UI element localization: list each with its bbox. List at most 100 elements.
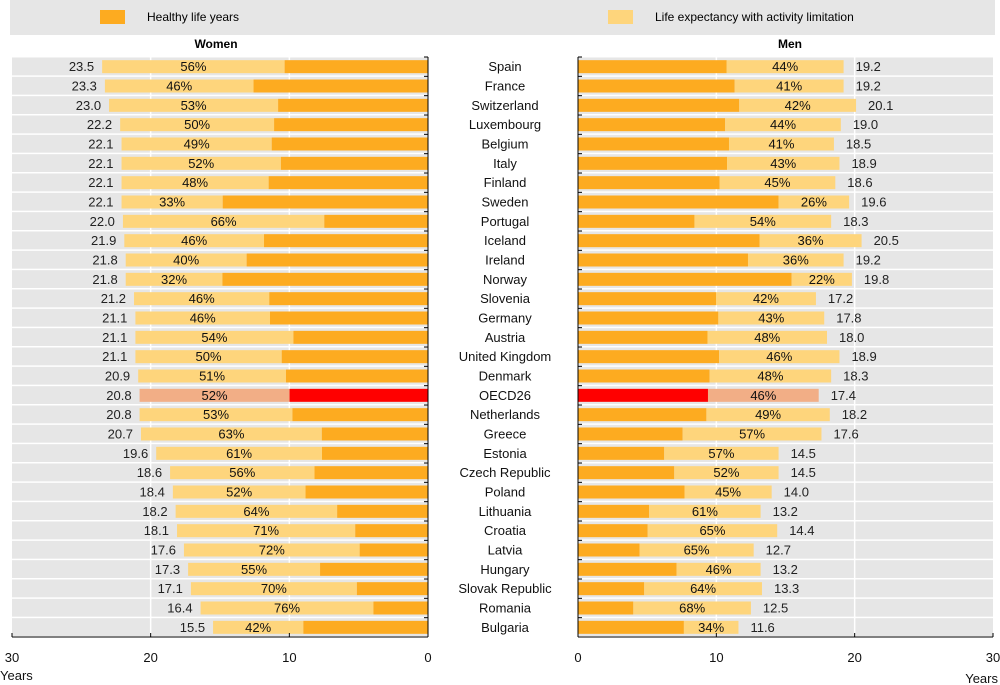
women-total-label: 18.2: [142, 504, 167, 519]
women-pct-label: 46%: [166, 79, 192, 94]
men-limitation-bar: [674, 466, 779, 480]
men-limitation-bar: [644, 582, 762, 596]
women-healthy-bar: [274, 118, 428, 132]
men-healthy-bar: [578, 620, 684, 634]
men-limitation-bar: [716, 292, 816, 306]
men-limitation-bar: [725, 118, 841, 132]
men-healthy-bar: [578, 60, 727, 74]
women-healthy-bar: [222, 272, 428, 286]
women-healthy-bar: [359, 543, 428, 557]
women-pct-label: 53%: [181, 98, 207, 113]
women-limitation-bar: [175, 504, 338, 518]
women-x-tick-label: 30: [5, 650, 19, 665]
men-limitation-bar: [684, 485, 772, 499]
women-limitation-bar: [125, 253, 247, 267]
women-pct-label: 55%: [241, 562, 267, 577]
men-limitation-bar: [719, 350, 840, 364]
women-total-label: 19.6: [123, 446, 148, 461]
men-healthy-bar: [578, 369, 710, 383]
women-healthy-bar: [246, 253, 428, 267]
women-limitation-bar: [139, 388, 290, 402]
men-total-label: 17.8: [836, 311, 861, 326]
women-healthy-bar: [280, 156, 428, 170]
men-healthy-bar: [578, 156, 728, 170]
men-limitation-bar: [718, 311, 825, 325]
men-x-tick-label: 30: [986, 650, 1000, 665]
men-limitation-bar: [739, 98, 857, 112]
men-pct-label: 48%: [754, 330, 780, 345]
men-pct-label: 26%: [801, 195, 827, 210]
country-label: Slovak Republic: [458, 581, 552, 596]
men-total-label: 18.2: [842, 407, 867, 422]
women-limitation-bar: [190, 582, 357, 596]
women-limitation-bar: [135, 330, 294, 344]
women-healthy-bar: [278, 98, 428, 112]
women-pct-label: 72%: [259, 543, 285, 558]
women-pct-label: 76%: [274, 601, 300, 616]
men-healthy-bar: [578, 388, 708, 402]
women-pct-label: 56%: [180, 59, 206, 74]
men-limitation-bar: [647, 524, 778, 538]
women-total-label: 21.1: [102, 349, 127, 364]
women-total-label: 20.8: [106, 407, 131, 422]
men-limitation-bar: [682, 427, 822, 441]
women-limitation-bar: [188, 562, 321, 576]
women-pct-label: 52%: [226, 485, 252, 500]
men-total-label: 11.6: [750, 620, 774, 635]
women-pct-label: 56%: [229, 465, 255, 480]
men-total-label: 18.9: [851, 156, 876, 171]
men-pct-label: 46%: [750, 388, 776, 403]
men-pct-label: 49%: [755, 407, 781, 422]
country-label: Lithuania: [479, 504, 533, 519]
men-healthy-bar: [578, 446, 665, 460]
women-healthy-bar: [289, 388, 428, 402]
country-label: United Kingdom: [459, 349, 552, 364]
legend-item-healthy: Healthy life years: [100, 7, 239, 27]
women-pct-label: 54%: [201, 330, 227, 345]
men-healthy-bar: [578, 524, 648, 538]
women-limitation-bar: [183, 543, 360, 557]
women-pct-label: 51%: [199, 369, 225, 384]
country-label: Switzerland: [471, 98, 538, 113]
women-limitation-bar: [134, 292, 270, 306]
men-limitation-bar: [791, 272, 852, 286]
legend-label-limitation: Life expectancy with activity limitation: [655, 10, 854, 24]
men-total-label: 19.2: [856, 79, 881, 94]
women-limitation-bar: [120, 118, 275, 132]
men-healthy-bar: [578, 272, 792, 286]
women-pct-label: 32%: [161, 272, 187, 287]
men-total-label: 14.5: [791, 465, 816, 480]
men-pct-label: 65%: [699, 523, 725, 538]
men-healthy-bar: [578, 214, 695, 228]
country-label: Italy: [493, 156, 517, 171]
women-total-label: 21.1: [102, 330, 127, 345]
men-total-label: 19.8: [864, 272, 889, 287]
men-total-label: 18.3: [843, 214, 868, 229]
women-healthy-bar: [321, 427, 428, 441]
men-limitation-bar: [676, 562, 761, 576]
men-healthy-bar: [578, 466, 675, 480]
women-limitation-bar: [124, 234, 265, 248]
country-label: Latvia: [488, 543, 523, 558]
men-x-tick-label: 10: [709, 650, 723, 665]
women-panel-title: Women: [194, 37, 238, 51]
men-pct-label: 65%: [684, 543, 710, 558]
men-limitation-bar: [747, 253, 844, 267]
men-pct-label: 64%: [690, 581, 716, 596]
men-limitation-bar: [664, 446, 779, 460]
women-healthy-bar: [303, 620, 428, 634]
men-total-label: 18.5: [846, 137, 871, 152]
women-total-label: 22.1: [88, 175, 113, 190]
men-limitation-bar: [759, 234, 862, 248]
women-healthy-bar: [337, 504, 428, 518]
men-healthy-bar: [578, 98, 740, 112]
women-total-label: 21.1: [102, 311, 127, 326]
women-limitation-bar: [121, 156, 281, 170]
country-label: Estonia: [483, 446, 527, 461]
women-limitation-bar: [139, 408, 293, 422]
country-label: OECD26: [479, 388, 531, 403]
men-total-label: 19.2: [856, 59, 881, 74]
women-limitation-bar: [121, 176, 269, 190]
men-limitation-bar: [728, 137, 834, 151]
women-total-label: 20.7: [108, 427, 133, 442]
